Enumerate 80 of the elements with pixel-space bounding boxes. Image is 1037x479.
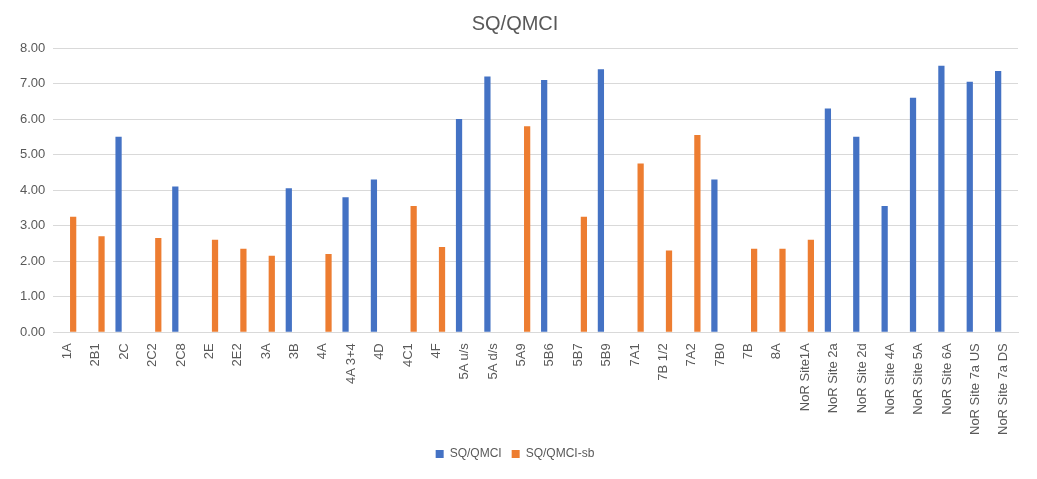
x-tick-label: NoR Site 4A [881, 342, 897, 415]
x-tick-label: 5B6 [541, 343, 557, 367]
x-tick-label: 2C [115, 343, 131, 360]
x-tick-label: NoR Site 5A [910, 342, 926, 415]
bar [285, 188, 292, 332]
x-tick-label: 2E2 [229, 343, 245, 367]
bar [240, 248, 247, 332]
bar [853, 136, 860, 332]
bar [370, 179, 378, 332]
x-tick-label: 3B [286, 343, 302, 360]
y-tick-label: 5.00 [19, 146, 46, 162]
bar [484, 76, 491, 332]
x-tick-label: 2C2 [144, 343, 160, 368]
bar [966, 81, 973, 332]
x-tick-label: 5A u/s [456, 342, 472, 380]
x-tick-label: 7B [740, 343, 756, 360]
x-tick-label: NoR Site 7a DS [995, 342, 1011, 435]
y-tick-label: 7.00 [19, 75, 46, 91]
chart-title: SQ/QMCI [471, 11, 559, 34]
x-tick-label: NoR Site 6A [938, 342, 954, 415]
bar [694, 135, 701, 332]
x-tick-label: 2C8 [172, 343, 188, 368]
x-tick-label: 8A [768, 342, 784, 360]
bar [211, 239, 219, 332]
bar [665, 250, 673, 332]
x-tick-label: 7B0 [711, 343, 727, 367]
legend-label: SQ/QMCI-sb [525, 446, 595, 461]
x-tick-label: 4F [427, 343, 443, 359]
bar [995, 71, 1002, 332]
y-tick-label: 6.00 [19, 110, 46, 126]
y-tick-label: 1.00 [19, 288, 46, 304]
bar [938, 65, 945, 332]
x-tick-label: NoR Site 2a [825, 342, 841, 414]
x-tick-label: NoR Site 2d [853, 343, 869, 414]
bar [268, 255, 275, 332]
x-tick-label: 5A9 [513, 343, 529, 367]
bar [325, 254, 332, 332]
bar [115, 136, 122, 332]
x-tick-label: 4A 3+4 [342, 343, 358, 385]
bar [172, 186, 179, 332]
x-tick-label: NoR Site1A [796, 342, 812, 412]
bar [541, 79, 548, 332]
bar [751, 248, 758, 332]
x-tick-label: 7A2 [683, 343, 699, 367]
bar [580, 216, 588, 332]
bar [909, 97, 917, 332]
y-tick-label: 4.00 [19, 181, 46, 197]
x-tick-label: 4C1 [399, 343, 415, 368]
x-tick-label: 3A [257, 342, 273, 360]
x-tick-label: 4A [314, 342, 330, 360]
x-tick-label: 5A d/s [484, 342, 500, 380]
bar [807, 239, 814, 332]
bar [824, 108, 832, 332]
bar [779, 248, 786, 332]
bar [70, 216, 77, 332]
x-tick-label: 2E [200, 342, 216, 360]
x-tick-label: NoR Site 7a US [967, 342, 983, 435]
bar [524, 126, 531, 332]
x-tick-label: 5B7 [569, 343, 585, 367]
y-tick-label: 3.00 [19, 217, 46, 233]
y-tick-label: 8.00 [19, 39, 46, 55]
x-tick-label: 7A1 [626, 343, 642, 367]
bar [342, 197, 349, 332]
x-tick-label: 1A [59, 342, 75, 360]
bar [98, 236, 105, 332]
x-tick-label: 4D [371, 343, 387, 360]
bar [597, 69, 605, 332]
bar [155, 238, 162, 332]
y-tick-label: 2.00 [19, 252, 46, 268]
bar [881, 206, 888, 332]
bar [438, 246, 446, 332]
legend-label: SQ/QMCI [449, 446, 502, 461]
x-tick-label: 5B9 [598, 343, 614, 367]
x-tick-label: 7B 1/2 [654, 343, 670, 381]
bar [455, 119, 463, 332]
bar [410, 206, 417, 332]
bar [711, 179, 718, 332]
bar [637, 163, 644, 332]
y-tick-label: 0.00 [19, 323, 46, 339]
x-tick-label: 2B1 [87, 343, 103, 367]
